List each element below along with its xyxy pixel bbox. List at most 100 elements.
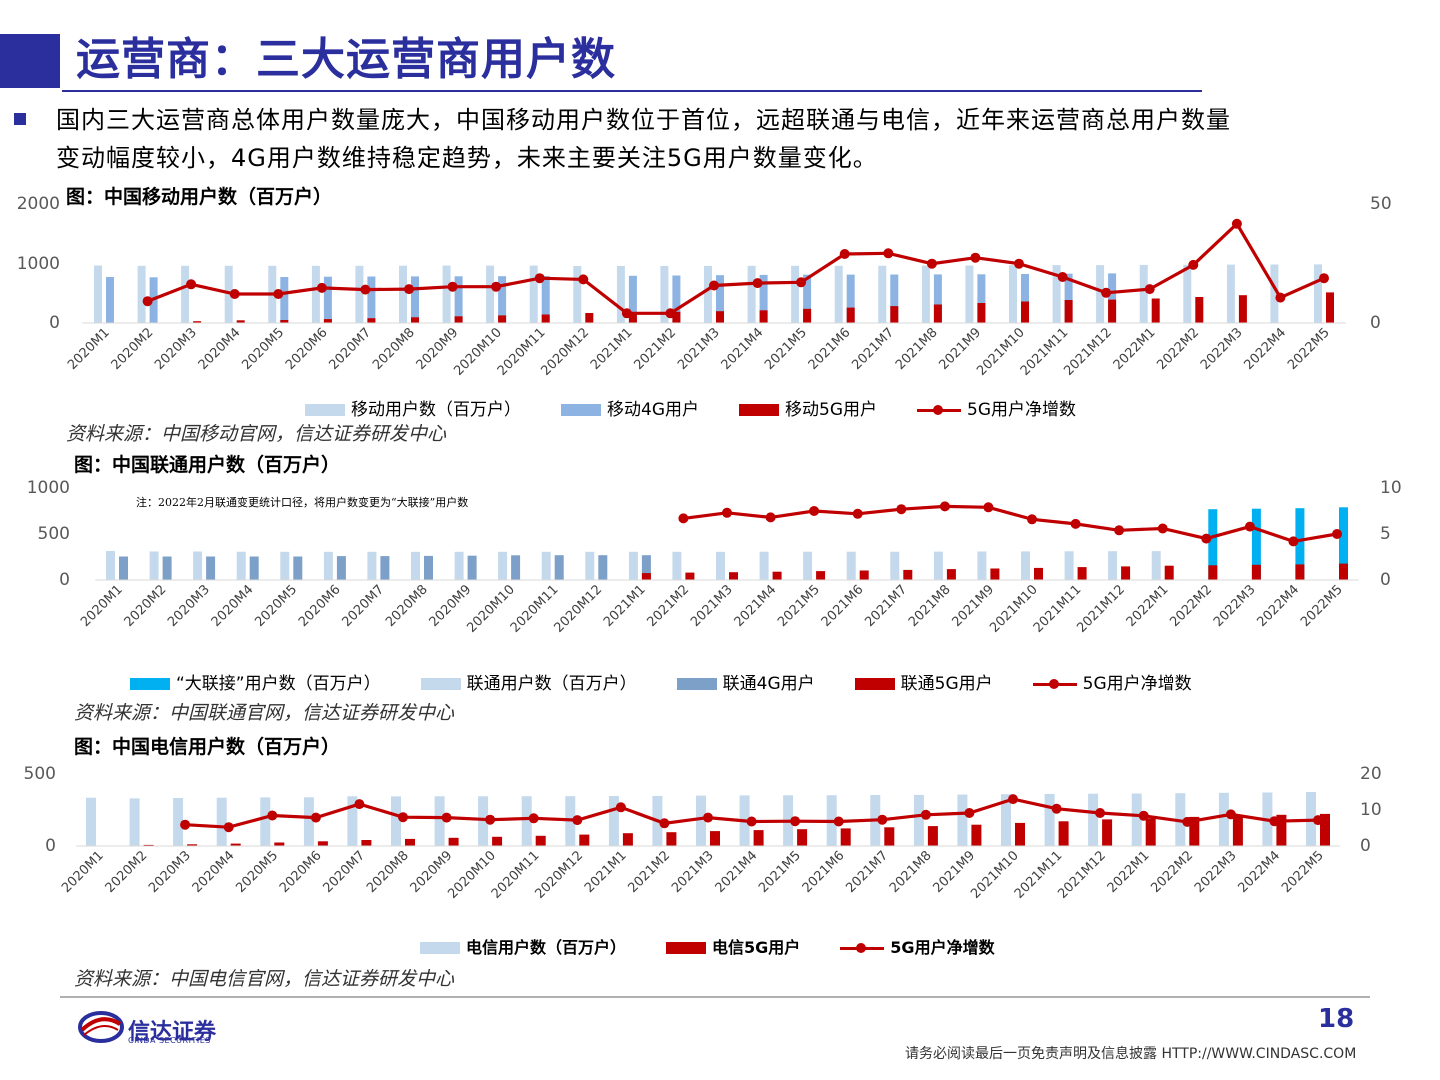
mobile-x-tick-28: 2022M5 (1285, 325, 1333, 373)
unicom-x-tick-1: 2020M2 (122, 582, 170, 630)
mobile-x-tick-5: 2020M6 (283, 325, 331, 373)
legend-unicom-big-connect: “大联接”用户数（百万户） (130, 672, 381, 696)
telecom-bar-s0-0 (86, 797, 96, 846)
mobile-bar-s1-4 (280, 277, 289, 323)
unicom-bar-s1-12 (628, 551, 638, 580)
mobile-bar-s0-7 (399, 265, 407, 323)
mobile-bar-s1-23 (1108, 273, 1117, 323)
mobile-net-add-point-5 (316, 282, 327, 293)
telecom-net-add-point-21 (1008, 794, 1018, 805)
mobile-net-add-point-14 (709, 280, 719, 291)
telecom-bar-s1-11 (579, 834, 590, 846)
telecom-bar-s1-28 (1320, 813, 1330, 846)
legend-mobile-net-add: 5G用户净增数 (917, 398, 1076, 422)
unicom-chart-caption: 图：中国联通用户数（百万户） (74, 454, 341, 476)
mobile-bar-s0-16 (791, 265, 800, 323)
unicom-chart-note: 注：2022年2月联通变更统计口径，将用户数变更为“大联接”用户数 (136, 496, 469, 509)
telecom-net-add-point-4 (267, 810, 278, 821)
mobile-bar-s0-22 (1052, 265, 1061, 323)
mobile-bar-s0-26 (1226, 264, 1235, 323)
mobile-chart: 2020M12020M22020M32020M42020M52020M62020… (65, 218, 1346, 379)
mobile-x-tick-0: 2020M1 (65, 325, 113, 373)
unicom-bar-s2-8 (467, 555, 477, 580)
telecom-net-add-point-14 (703, 812, 713, 823)
telecom-bar-s1-25 (1189, 816, 1200, 846)
unicom-x-tick-19: 2021M8 (906, 582, 954, 630)
unicom-bar-s1-8 (454, 551, 464, 580)
telecom-net-add-point-24 (1138, 810, 1149, 821)
mobile-bar-s0-10 (529, 265, 538, 323)
mobile-y-right-tick-1: 0 (1370, 313, 1381, 333)
legend-unicom-4g: 联通4G用户 (676, 672, 815, 696)
mobile-bar-s1-19 (933, 274, 942, 323)
mobile-x-tick-27: 2022M4 (1241, 325, 1289, 373)
telecom-x-tick-23: 2021M12 (1055, 848, 1109, 902)
mobile-bar-s2-21 (1021, 301, 1029, 323)
unicom-bar-s2-9 (511, 555, 521, 580)
unicom-bar-s2-11 (598, 555, 608, 580)
telecom-bar-s1-3 (230, 843, 241, 846)
mobile-bar-s1-15 (759, 274, 768, 323)
telecom-bar-s0-20 (957, 794, 968, 846)
logo-text-en: CINDA SECURITIES (128, 1036, 211, 1045)
telecom-x-tick-18: 2021M7 (843, 848, 891, 896)
telecom-bar-s1-20 (971, 824, 982, 846)
mobile-bar-s1-17 (846, 274, 855, 323)
mobile-bar-s2-15 (759, 310, 768, 323)
legend-unicom-5g: 联通5G用户 (854, 672, 993, 696)
mobile-bar-s2-20 (977, 303, 986, 323)
telecom-chart: 2020M12020M22020M32020M42020M52020M62020… (59, 792, 1340, 902)
mobile-bar-s1-22 (1064, 273, 1073, 323)
unicom-bar-s3-18 (903, 569, 913, 580)
mobile-x-tick-24: 2022M1 (1111, 325, 1159, 373)
mobile-bar-s0-3 (224, 265, 233, 323)
mobile-bar-s0-19 (921, 265, 930, 323)
telecom-net-add-point-13 (659, 818, 670, 829)
telecom-x-tick-27: 2022M4 (1235, 848, 1283, 896)
telecom-bar-s0-19 (913, 794, 924, 846)
telecom-x-tick-0: 2020M1 (59, 848, 107, 896)
mobile-net-add-point-10 (534, 273, 545, 284)
mobile-bar-s2-17 (846, 307, 855, 323)
telecom-bar-s1-19 (927, 826, 938, 846)
footer-divider (60, 996, 1370, 998)
unicom-x-tick-12: 2021M1 (601, 582, 649, 630)
unicom-bar-s3-21 (1034, 567, 1043, 580)
mobile-net-add-point-1 (142, 296, 153, 307)
bullet-square-icon (14, 113, 26, 125)
unicom-bar-s1-22 (1064, 551, 1074, 580)
unicom-bar-s1-1 (149, 551, 159, 580)
telecom-x-tick-14: 2021M3 (669, 848, 717, 896)
mobile-net-add-point-2 (186, 279, 197, 290)
telecom-legend: 电信用户数（百万户） 电信5G用户 5G用户净增数 (420, 936, 1035, 960)
mobile-bar-s2-25 (1195, 297, 1204, 323)
unicom-y-left-tick-2: 0 (59, 570, 70, 590)
unicom-bar-s1-5 (323, 551, 333, 580)
telecom-net-add-point-16 (790, 816, 801, 827)
unicom-bar-s0-27 (1295, 508, 1305, 580)
unicom-bar-s0-26 (1251, 508, 1261, 580)
unicom-bar-s2-10 (554, 555, 564, 580)
mobile-x-tick-6: 2020M7 (326, 325, 374, 373)
unicom-bar-s1-15 (759, 551, 769, 580)
unicom-net-add-point-20 (983, 502, 994, 513)
telecom-x-tick-7: 2020M8 (364, 848, 412, 896)
telecom-net-add-point-17 (833, 816, 844, 827)
unicom-x-tick-3: 2020M4 (209, 582, 257, 630)
unicom-x-tick-11: 2020M12 (551, 582, 605, 636)
mobile-net-add-point-3 (229, 289, 240, 299)
telecom-y-right-tick-2: 0 (1360, 836, 1371, 856)
mobile-bar-s0-12 (616, 266, 625, 323)
mobile-bar-s2-10 (541, 314, 550, 323)
telecom-net-add-point-26 (1225, 809, 1236, 820)
unicom-chart: 2020M12020M22020M32020M42020M52020M62020… (78, 501, 1359, 636)
mobile-bar-s2-22 (1064, 300, 1073, 323)
mobile-bar-s2-4 (280, 320, 289, 323)
telecom-bar-s0-22 (1044, 793, 1055, 846)
telecom-net-add-point-15 (746, 816, 757, 827)
mobile-x-tick-2: 2020M3 (152, 325, 200, 373)
unicom-bar-s2-0 (119, 556, 128, 580)
telecom-bar-s1-12 (622, 833, 633, 846)
telecom-bar-s1-17 (840, 828, 851, 846)
unicom-bar-s2-6 (380, 556, 390, 580)
